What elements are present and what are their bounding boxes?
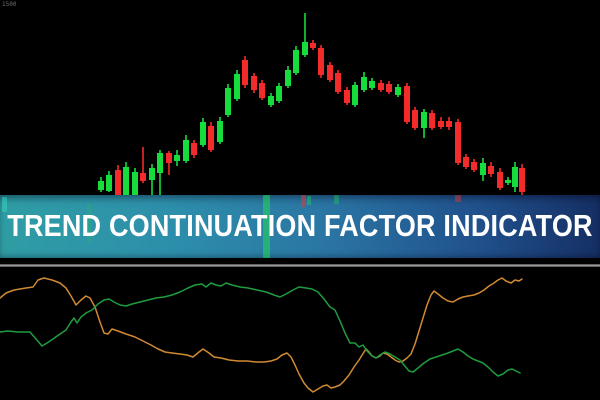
candle-body	[259, 83, 265, 98]
ghost-candle	[301, 195, 306, 207]
candle-body	[471, 162, 477, 170]
candle-body	[268, 96, 274, 105]
candle-body	[344, 90, 350, 103]
candle-body	[318, 48, 324, 75]
candle-body	[519, 168, 525, 192]
candle-body	[132, 172, 138, 195]
orange-line	[0, 277, 523, 393]
green-line	[0, 282, 521, 377]
candle-body	[98, 181, 104, 190]
candle-body	[480, 163, 486, 175]
candle-body	[106, 175, 112, 191]
candle-body	[217, 121, 223, 142]
candle-body	[225, 88, 231, 115]
panel-separator	[0, 264, 600, 267]
candle-body	[497, 172, 503, 188]
candle-body	[123, 167, 129, 196]
candle-body	[438, 121, 444, 127]
candle-body	[208, 126, 214, 150]
candle-body	[327, 65, 333, 80]
candle-body	[488, 166, 494, 174]
candle-body	[404, 86, 410, 122]
candle-body	[421, 112, 427, 128]
watermark-text: 1500	[2, 1, 17, 8]
candle-body	[149, 168, 155, 180]
price-panel	[98, 13, 525, 197]
candle-body	[183, 140, 189, 161]
candle-body	[293, 50, 299, 73]
candle-body	[378, 83, 384, 90]
candle-body	[455, 122, 461, 163]
candle-body	[429, 113, 435, 128]
candle-body	[166, 153, 172, 163]
candle-body	[234, 74, 240, 99]
candle-body	[174, 155, 180, 161]
candle-body	[157, 153, 163, 173]
candle-body	[386, 84, 392, 92]
candle-body	[115, 170, 121, 196]
candle-body	[285, 70, 291, 86]
candle-body	[310, 43, 316, 48]
ghost-candle	[334, 195, 339, 204]
ghost-candle	[2, 197, 7, 212]
candle-body	[352, 85, 358, 105]
candle-body	[369, 81, 375, 88]
ghost-candle	[455, 195, 461, 202]
candle-body	[242, 60, 248, 85]
candle-body	[512, 167, 518, 187]
candle-body	[446, 121, 452, 127]
candle-body	[395, 87, 401, 95]
ghost-candle	[87, 203, 91, 243]
candle-body	[251, 76, 257, 90]
tcf-panel	[0, 277, 523, 393]
ghost-candle	[263, 195, 270, 258]
candle-body	[335, 73, 341, 92]
ghost-candle	[307, 196, 311, 205]
candle-body	[412, 110, 418, 128]
banner-title: TREND CONTINUATION FACTOR INDICATOR	[7, 209, 593, 243]
candle-body	[361, 77, 367, 90]
candle-body	[276, 86, 282, 101]
candle-body	[463, 157, 469, 167]
candle-body	[200, 122, 206, 145]
candle-body	[191, 143, 197, 155]
candle-body	[302, 42, 308, 55]
banner: TREND CONTINUATION FACTOR INDICATOR	[0, 195, 600, 258]
candle-body	[140, 173, 146, 181]
candle-body	[505, 180, 511, 183]
